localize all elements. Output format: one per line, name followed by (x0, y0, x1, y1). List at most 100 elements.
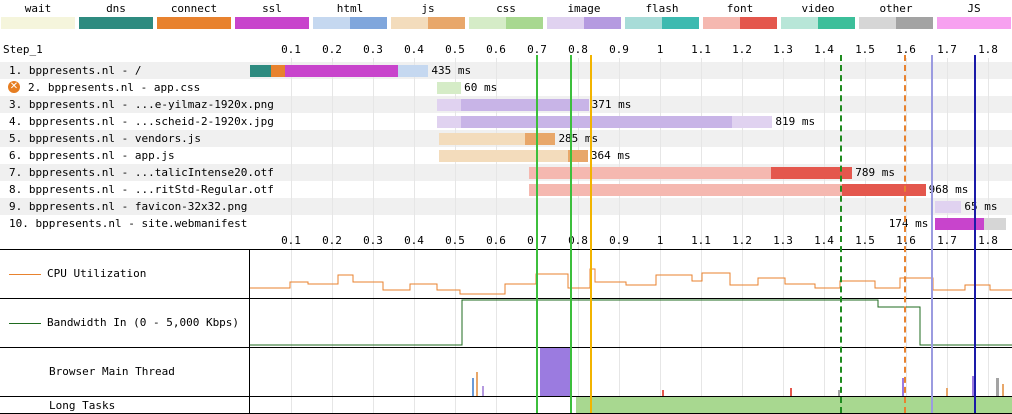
tick-label: 0.5 (440, 232, 470, 249)
legend-label: font (703, 2, 777, 15)
main-thread-graph (250, 348, 1012, 396)
request-duration: 968 ms (929, 181, 969, 198)
milestone-line (536, 55, 538, 413)
legend-swatch (157, 17, 231, 29)
legend-html: html (313, 0, 387, 34)
tick-label: 0.8 (563, 41, 593, 58)
legend-label: image (547, 2, 621, 15)
legend-swatch (937, 17, 1011, 29)
tick-label: 0.8 (563, 232, 593, 249)
tick-label: 1.8 (973, 232, 1003, 249)
tick-label: 1.2 (727, 232, 757, 249)
tick-label: 0.6 (481, 232, 511, 249)
request-label-5[interactable]: 5. bppresents.nl - vendors.js (9, 130, 201, 147)
legend-dns: dns (79, 0, 153, 34)
request-bar[interactable] (437, 82, 462, 94)
legend-ssl: ssl (235, 0, 309, 34)
request-duration: 371 ms (592, 96, 632, 113)
tick-label: 1.6 (891, 232, 921, 249)
legend: wait dns connect ssl html js css image f… (0, 0, 1012, 34)
legend-label: ssl (235, 2, 309, 15)
error-icon: ✕ (8, 81, 20, 93)
request-bar[interactable] (439, 150, 588, 162)
request-bar[interactable] (437, 99, 589, 111)
tick-label: 0.3 (358, 41, 388, 58)
legend-label: connect (157, 2, 231, 15)
request-duration: 65 ms (964, 198, 997, 215)
legend-swatch (703, 17, 777, 29)
long-task-bar (576, 397, 1012, 413)
milestone-line (570, 55, 572, 413)
request-label-1[interactable]: 1. bppresents.nl - / (9, 62, 141, 79)
request-label-4[interactable]: 4. bppresents.nl - ...scheid-2-1920x.jpg (9, 113, 274, 130)
legend-swatch (469, 17, 543, 29)
request-label-8[interactable]: 8. bppresents.nl - ...ritStd-Regular.otf (9, 181, 274, 198)
main-thread-label: Browser Main Thread (49, 365, 175, 378)
tick-label: 0.2 (317, 232, 347, 249)
legend-label: wait (1, 2, 75, 15)
request-bar[interactable] (437, 116, 773, 128)
bandwidth-label: Bandwidth In (0 - 5,000 Kbps) (9, 316, 239, 329)
milestone-line (590, 55, 592, 413)
legend-swatch (313, 17, 387, 29)
tick-label: 1.7 (932, 232, 962, 249)
legend-swatch (235, 17, 309, 29)
tick-label: 1.3 (768, 41, 798, 58)
request-bar[interactable] (935, 201, 962, 213)
request-label-6[interactable]: 6. bppresents.nl - app.js (9, 147, 175, 164)
tick-label: 1.3 (768, 232, 798, 249)
tick-label: 1.4 (809, 41, 839, 58)
legend-label: css (469, 2, 543, 15)
tick-label: 0.9 (604, 232, 634, 249)
tick-label: 0.1 (276, 41, 306, 58)
tick-label: 1 (645, 41, 675, 58)
tick-label: 1.5 (850, 41, 880, 58)
request-label-9[interactable]: 9. bppresents.nl - favicon-32x32.png (9, 198, 247, 215)
legend-swatch (391, 17, 465, 29)
request-label-7[interactable]: 7. bppresents.nl - ...talicIntense20.otf (9, 164, 274, 181)
legend-label: video (781, 2, 855, 15)
request-duration: 174 ms (889, 215, 929, 232)
legend-swatch (859, 17, 933, 29)
tick-label: 1.1 (686, 232, 716, 249)
legend-swatch (1, 17, 75, 29)
tick-label: 1.4 (809, 232, 839, 249)
request-bar[interactable] (439, 133, 556, 145)
tick-label: 0.6 (481, 41, 511, 58)
tick-label: 1.7 (932, 41, 962, 58)
legend-swatch (547, 17, 621, 29)
waterfall: Step_1 0.1 0.2 0.3 0.4 0.5 0.6 0.7 0.8 0.9 1 1.1 1.… (0, 38, 1012, 414)
legend-image: image (547, 0, 621, 34)
request-bar[interactable] (529, 167, 852, 179)
request-label-10[interactable]: 10. bppresents.nl - site.webmanifest (9, 215, 247, 232)
legend-js: js (391, 0, 465, 34)
tick-label: 1.6 (891, 41, 921, 58)
tick-label: 1.1 (686, 41, 716, 58)
legend-connect: connect (157, 0, 231, 34)
request-label-2[interactable]: 2. bppresents.nl - app.css (28, 79, 200, 96)
legend-other: other (859, 0, 933, 34)
request-label-3[interactable]: 3. bppresents.nl - ...e-yilmaz-1920x.png (9, 96, 274, 113)
request-bar[interactable] (935, 218, 1006, 230)
milestone-line (840, 55, 842, 413)
milestone-line (904, 55, 906, 413)
tick-label: 1.5 (850, 232, 880, 249)
request-bar[interactable] (529, 184, 926, 196)
legend-swatch (625, 17, 699, 29)
cpu-utilization-graph (250, 250, 1012, 298)
legend-video: video (781, 0, 855, 34)
tick-label: 0.3 (358, 232, 388, 249)
legend-label: js (391, 2, 465, 15)
request-duration: 364 ms (591, 147, 631, 164)
milestone-line (974, 55, 976, 413)
legend-label: html (313, 2, 387, 15)
tick-label: 0.2 (317, 41, 347, 58)
legend-label: dns (79, 2, 153, 15)
legend-label: other (859, 2, 933, 15)
tick-label: 0.9 (604, 41, 634, 58)
legend-font: font (703, 0, 777, 34)
request-bar[interactable] (250, 65, 428, 77)
request-duration: 789 ms (855, 164, 895, 181)
tick-label: 1.2 (727, 41, 757, 58)
milestone-line (931, 55, 933, 413)
